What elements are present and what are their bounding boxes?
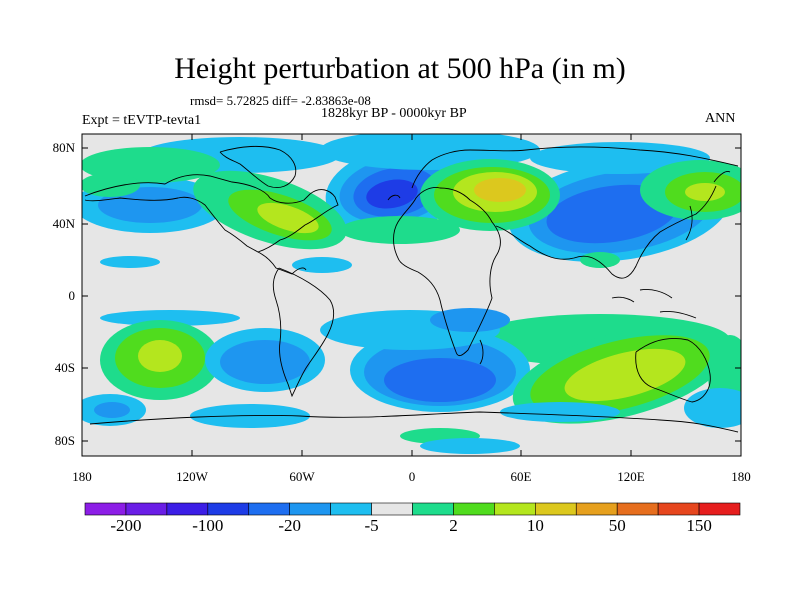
field-neg-weak — [205, 328, 325, 392]
field-pos-mid — [228, 189, 332, 241]
lon-label: 120W — [176, 469, 208, 484]
field-neg-mid — [339, 157, 451, 223]
field-neg-weak — [530, 142, 710, 174]
field-neg-mid — [220, 340, 310, 384]
colorbar-swatch — [371, 502, 413, 516]
colorbar-label: -20 — [278, 516, 302, 535]
colorbar-swatch — [289, 502, 331, 516]
field-pos-weak — [340, 216, 460, 244]
field-neg-weak — [82, 394, 146, 426]
colorbar-swatch — [248, 502, 290, 516]
field-neg-weak — [684, 388, 741, 428]
field-neg-mid — [430, 308, 510, 332]
field-pos-mid — [115, 328, 205, 388]
field-neg-mid — [528, 170, 712, 254]
axis-ticks — [81, 134, 742, 456]
height-anomaly-field — [82, 134, 741, 454]
colorbar-swatch — [575, 502, 618, 516]
experiment-label: Expt = tEVTP-tevta1 — [82, 113, 202, 128]
lon-label: 180 — [72, 469, 92, 484]
colorbar-label: -200 — [110, 516, 142, 535]
field-pos-strong — [685, 183, 725, 201]
stats-line: rmsd= 5.72825 diff= -2.83863e-08 — [190, 93, 371, 108]
colorbar-label: 10 — [526, 516, 544, 535]
field-pos-weak — [82, 147, 220, 183]
colorbar-swatch — [125, 502, 168, 516]
field-pos-mid — [665, 172, 741, 212]
colorbar-swatch — [494, 502, 536, 516]
colorbar-label: -5 — [364, 516, 379, 535]
field-pos-weak — [193, 170, 347, 250]
field-pos-strong — [453, 172, 537, 212]
plot-title: Height perturbation at 500 hPa (in m) — [174, 52, 626, 85]
colorbar-swatch — [412, 502, 454, 516]
field-pos-weak — [420, 159, 560, 231]
field-neg-weak — [508, 158, 732, 262]
field-pos-weak — [640, 160, 741, 220]
coastlines — [84, 145, 739, 433]
field-pos-core — [474, 178, 526, 202]
season-label: ANN — [705, 111, 736, 126]
field-neg-strong — [353, 167, 437, 217]
field-pos-weak — [470, 314, 730, 366]
field-neg-weak — [82, 177, 226, 233]
field-pos-weak — [580, 252, 620, 268]
lon-label: 180 — [731, 469, 751, 484]
lon-label: 60W — [289, 469, 315, 484]
period-label: 1828kyr BP - 0000kyr BP — [321, 106, 467, 121]
colorbar-swatch — [84, 502, 127, 516]
field-neg-weak — [100, 310, 240, 326]
field-neg-weak — [500, 402, 620, 422]
field-neg-strong — [384, 358, 496, 402]
field-pos-weak — [400, 428, 480, 444]
lat-label: 40N — [52, 216, 75, 231]
colorbar-swatch — [166, 502, 209, 516]
field-neg-weak — [420, 438, 520, 454]
field-neg-weak — [190, 404, 310, 428]
field-neg-core — [366, 179, 418, 209]
colorbar-swatch — [698, 502, 741, 516]
lon-label: 0 — [408, 469, 416, 484]
field-neg-weak — [350, 328, 530, 412]
field-pos-strong — [138, 340, 182, 372]
colorbar-label: -100 — [192, 516, 224, 535]
map-frame — [81, 133, 742, 457]
field-pos-strong — [564, 348, 686, 402]
colorbar-label: 2 — [449, 516, 458, 535]
field-pos-mid — [530, 335, 710, 415]
field-pos-weak — [82, 173, 140, 197]
field-pos-mid — [434, 167, 550, 223]
lat-label: 80N — [52, 140, 75, 155]
colorbar-swatch — [616, 502, 659, 516]
lat-label: 80S — [54, 433, 75, 448]
field-background — [82, 134, 741, 456]
lon-label: 120E — [617, 469, 645, 484]
field-neg-mid — [364, 338, 516, 406]
colorbar-swatch — [535, 502, 577, 516]
field-neg-weak — [140, 137, 340, 173]
colorbar-swatch — [207, 502, 250, 516]
colorbar-label: 50 — [608, 516, 626, 535]
lat-label: 0 — [68, 288, 76, 303]
field-neg-mid — [98, 187, 202, 223]
field-pos-weak — [100, 320, 220, 400]
field-pos-weak — [512, 326, 728, 424]
field-pos-strong — [257, 202, 319, 234]
field-neg-weak — [320, 310, 500, 350]
lon-label: 60E — [510, 469, 532, 484]
colorbar-label: 150 — [686, 516, 712, 535]
field-neg-mid — [94, 402, 130, 418]
colorbar-swatch — [330, 502, 372, 516]
field-neg-weak — [292, 257, 352, 273]
field-pos-weak — [708, 335, 741, 415]
colorbar-swatch — [453, 502, 495, 516]
lat-label: 40S — [54, 360, 75, 375]
colorbar-swatch — [657, 502, 700, 516]
field-neg-weak — [320, 134, 540, 170]
field-neg-weak — [100, 256, 160, 268]
field-neg-strong — [546, 184, 678, 244]
field-neg-weak — [325, 146, 465, 234]
